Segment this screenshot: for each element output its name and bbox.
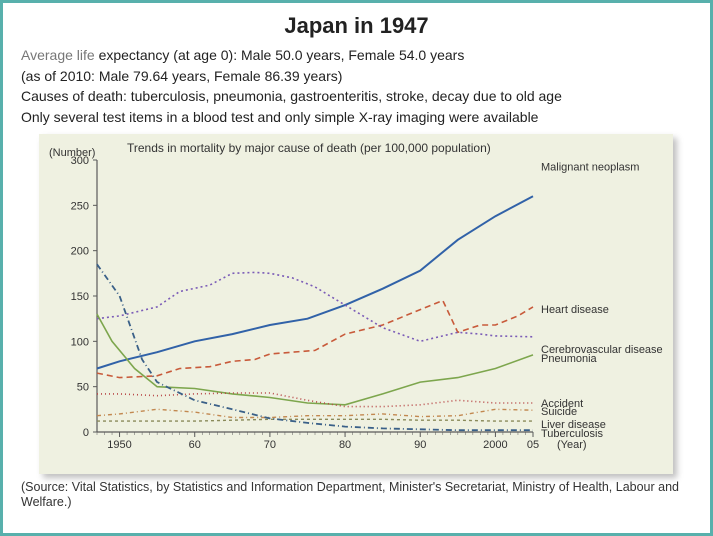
page-frame: Japan in 1947 Average life expectancy (a…	[0, 0, 713, 536]
series-liver-disease	[97, 419, 533, 421]
life-expectancy-line1: Average life expectancy (at age 0): Male…	[21, 47, 692, 65]
source-citation: (Source: Vital Statistics, by Statistics…	[21, 480, 692, 510]
series-cerebrovascular-disease	[97, 272, 533, 341]
y-tick-label: 300	[71, 155, 89, 167]
life-expectancy-line2: (as of 2010: Male 79.64 years, Female 86…	[21, 68, 692, 86]
chart-caption: Trends in mortality by major cause of de…	[127, 141, 491, 155]
series-accident	[97, 393, 533, 407]
series-heart-disease	[97, 301, 533, 378]
series-suicide	[97, 409, 533, 417]
x-tick-label: 1950	[107, 439, 131, 451]
y-tick-label: 200	[71, 246, 89, 258]
series-tuberculosis	[97, 264, 533, 430]
series-label: Suicide	[541, 406, 577, 418]
series-pneumonia	[97, 314, 533, 405]
y-tick-label: 50	[77, 382, 89, 394]
y-tick-label: 100	[71, 336, 89, 348]
y-tick-label: 250	[71, 200, 89, 212]
x-tick-label: 2000	[483, 439, 507, 451]
x-axis-label: (Year)	[557, 439, 587, 451]
series-label: Heart disease	[541, 304, 609, 316]
page-title: Japan in 1947	[21, 13, 692, 39]
tests-available: Only several test items in a blood test …	[21, 109, 692, 127]
x-tick-label: 05	[527, 439, 539, 451]
x-tick-label: 70	[264, 439, 276, 451]
x-tick-label: 80	[339, 439, 351, 451]
x-tick-label: 60	[189, 439, 201, 451]
causes-of-death: Causes of death: tuberculosis, pneumonia…	[21, 88, 692, 106]
series-label: Malignant neoplasm	[541, 161, 639, 173]
chart-svg: Trends in mortality by major cause of de…	[39, 134, 673, 474]
series-label: Pneumonia	[541, 353, 598, 365]
x-tick-label: 90	[414, 439, 426, 451]
series-label: Tuberculosis	[541, 428, 603, 440]
y-tick-label: 150	[71, 291, 89, 303]
mortality-chart: Trends in mortality by major cause of de…	[39, 134, 673, 474]
y-tick-label: 0	[83, 427, 89, 439]
life-rest-text: expectancy (at age 0): Male 50.0 years, …	[99, 47, 465, 63]
series-malignant-neoplasm	[97, 196, 533, 368]
life-gray-text: Average life	[21, 47, 99, 63]
